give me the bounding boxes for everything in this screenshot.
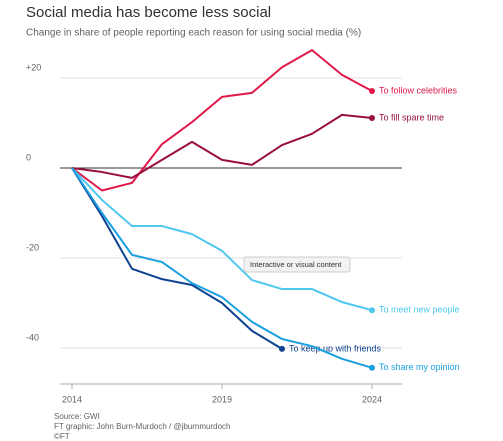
end-marker <box>369 115 375 122</box>
series-line <box>71 167 283 350</box>
end-marker <box>369 88 375 95</box>
y-tick-label: +20 <box>26 62 41 72</box>
x-tick-label: 2019 <box>212 394 232 404</box>
end-marker <box>369 364 375 371</box>
x-tick-label: 2024 <box>362 394 382 404</box>
series-label: To share my opinion <box>379 362 460 372</box>
series-label: To follow celebrities <box>379 85 458 95</box>
end-marker <box>369 307 375 314</box>
annotation-box <box>243 256 351 273</box>
chart-title: Social media has become less social <box>26 4 271 21</box>
chart-subtitle: Change in share of people reporting each… <box>26 28 361 39</box>
y-tick-label: 0 <box>26 152 31 162</box>
series-label: To keep up with friends <box>289 343 382 353</box>
end-marker <box>279 345 285 352</box>
series-line <box>71 49 373 192</box>
series-label: To fill spare time <box>379 112 444 122</box>
series-label: To meet new people <box>379 305 460 315</box>
source: Source: GWI <box>54 412 100 421</box>
y-tick-label: -20 <box>26 242 39 252</box>
annotation: Interactive or visual content <box>250 260 342 269</box>
series-line <box>71 113 373 179</box>
series-line <box>71 167 373 369</box>
x-tick-label: 2014 <box>62 394 82 404</box>
credit: FT graphic: John Burn-Murdoch / @jburnmu… <box>54 422 231 431</box>
copyright: ©FT <box>54 432 70 441</box>
series-line <box>71 167 373 312</box>
y-tick-label: -40 <box>26 332 39 342</box>
